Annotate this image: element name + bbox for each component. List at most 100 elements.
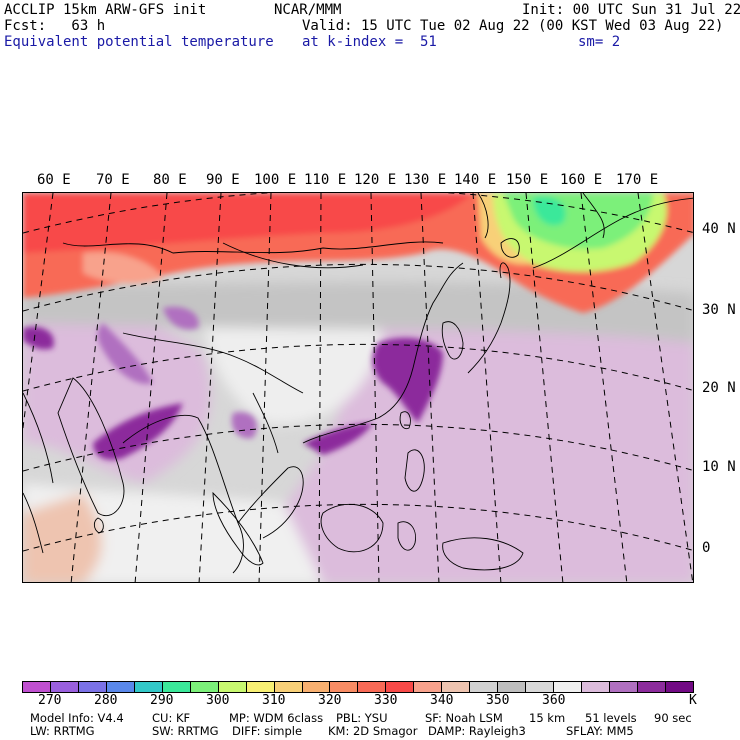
coastlines xyxy=(23,193,693,574)
coast-sumatra xyxy=(212,491,264,566)
colorbar-tick-label: 350 xyxy=(486,693,510,708)
colorbar-swatch xyxy=(665,682,693,692)
colorbar-tick-label: 320 xyxy=(318,693,342,708)
coast-arabia xyxy=(23,392,54,484)
coast-taiwan xyxy=(399,411,411,430)
field-purple-seasia xyxy=(231,412,257,439)
coast-bay-bengal xyxy=(122,415,244,574)
lat-label: 10 N xyxy=(702,459,736,475)
coast-hokkaido xyxy=(500,238,520,258)
coast-borneo xyxy=(320,503,384,553)
colorbar-tick-label: 300 xyxy=(206,693,230,708)
colorbar-swatch xyxy=(218,682,247,692)
colorbar-swatch xyxy=(246,682,275,692)
coast-sri-lanka xyxy=(93,517,104,534)
colorbar-swatch xyxy=(414,682,443,692)
lat-label: 0 xyxy=(702,540,711,556)
colorbar-swatch xyxy=(610,682,638,692)
colorbar xyxy=(22,681,694,693)
colorbar-swatch xyxy=(442,682,471,692)
lon-label: 70 E xyxy=(96,172,130,188)
lon-label: 110 E xyxy=(304,172,347,188)
coast-kamchatka xyxy=(582,193,605,239)
field-name: Equivalent potential temperature xyxy=(4,34,274,50)
colorbar-swatch xyxy=(78,682,107,692)
lon-label: 150 E xyxy=(506,172,549,188)
colorbar-swatch xyxy=(162,682,191,692)
footer-diffusion: DIFF: simple xyxy=(232,724,303,738)
field-beige-land xyxy=(23,493,102,582)
field-cyan xyxy=(533,196,566,226)
valid-time: Valid: 15 UTC Tue 02 Aug 22 (00 KST Wed … xyxy=(302,18,724,34)
coast-korea xyxy=(441,321,464,360)
lon-label: 160 E xyxy=(560,172,603,188)
coast-japan xyxy=(467,262,511,374)
colorbar-swatch xyxy=(498,682,527,692)
institution-label: NCAR/MMM xyxy=(274,2,342,18)
colorbar-tick-label: 280 xyxy=(94,693,118,708)
coast-new-guinea xyxy=(442,537,524,571)
lon-label: 170 E xyxy=(616,172,659,188)
smoothing-label: sm= 2 xyxy=(578,34,621,50)
colorbar-swatch xyxy=(358,682,387,692)
footer-pbl: PBL: YSU xyxy=(336,711,388,725)
colorbar-unit: K xyxy=(689,693,697,708)
colorbar-tick-label: 310 xyxy=(262,693,286,708)
footer-resolution: 15 km xyxy=(529,711,566,725)
colorbar-tick-label: 270 xyxy=(38,693,62,708)
field-gray-band xyxy=(23,282,693,343)
coast-indochina xyxy=(237,466,304,539)
border-china-india xyxy=(122,332,304,394)
lon-label: 80 E xyxy=(153,172,187,188)
colorbar-swatch xyxy=(554,682,583,692)
field-purple-north-india xyxy=(97,323,153,384)
colorbar-swatch xyxy=(274,682,303,692)
footer-model-info: Model Info: V4.4 xyxy=(30,711,124,725)
footer-microphysics: MP: WDM 6class xyxy=(229,711,324,725)
colorbar-swatch xyxy=(386,682,415,692)
border-southeast-asia xyxy=(252,392,279,454)
colorbar-swatch xyxy=(106,682,135,692)
footer-shortwave: SW: RRTMG xyxy=(152,724,219,738)
colorbar-swatch xyxy=(330,682,359,692)
field-purple-china xyxy=(372,337,443,423)
k-index-label: at k-index = 51 xyxy=(302,34,437,50)
coast-east-africa xyxy=(23,492,44,554)
field-purple-tibet xyxy=(163,306,199,330)
colorbar-swatch xyxy=(582,682,611,692)
coast-philippines xyxy=(404,449,425,492)
field-orange xyxy=(478,193,533,265)
colorbar-tick-label: 360 xyxy=(542,693,566,708)
init-time: Init: 00 UTC Sun 31 Jul 22 xyxy=(522,2,740,18)
colorbar-swatch xyxy=(470,682,499,692)
model-title: ACCLIP 15km ARW-GFS init xyxy=(4,2,207,18)
field-purple-pakistan xyxy=(23,326,54,350)
footer-damping: DAMP: Rayleigh3 xyxy=(428,724,526,738)
coast-russia-east xyxy=(532,197,693,269)
colorbar-tick-label: 340 xyxy=(430,693,454,708)
theta-e-map xyxy=(22,192,694,583)
coast-india xyxy=(57,377,125,516)
lon-label: 140 E xyxy=(454,172,497,188)
lat-label: 40 N xyxy=(702,221,736,237)
border-inner-asia xyxy=(62,241,444,254)
footer-km: KM: 2D Smagor xyxy=(328,724,418,738)
field-lilac-india xyxy=(23,310,211,483)
coast-sakhalin xyxy=(477,193,489,239)
border-china-mongolia xyxy=(222,242,364,269)
colorbar-swatch xyxy=(50,682,79,692)
footer-longwave: LW: RRTMG xyxy=(30,724,95,738)
lat-label: 20 N xyxy=(702,380,736,396)
colorbar-swatch xyxy=(637,682,666,692)
colorbar-swatch xyxy=(526,682,555,692)
map-canvas xyxy=(23,193,693,582)
lon-label: 60 E xyxy=(37,172,71,188)
colorbar-tick-label: 290 xyxy=(150,693,174,708)
footer-surface-layer: SFLAY: MM5 xyxy=(566,724,634,738)
lon-label: 120 E xyxy=(354,172,397,188)
colorbar-swatch xyxy=(190,682,219,692)
lon-label: 90 E xyxy=(206,172,240,188)
colorbar-swatch xyxy=(302,682,331,692)
lon-label: 100 E xyxy=(254,172,297,188)
colorbar-swatch xyxy=(23,682,51,692)
